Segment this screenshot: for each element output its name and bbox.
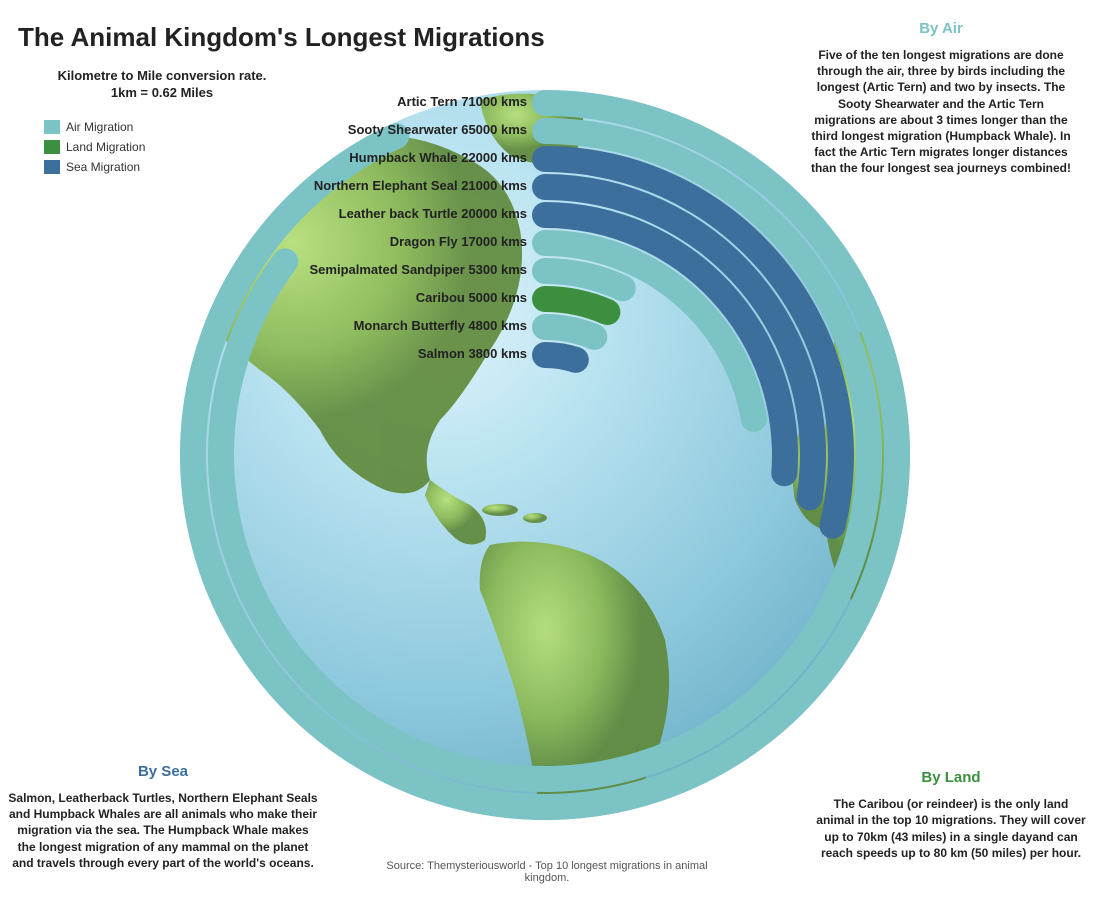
- legend-item-air: Air Migration: [44, 118, 145, 136]
- callout-sea-body: Salmon, Leatherback Turtles, Northern El…: [8, 790, 318, 871]
- callout-air-title: By Air: [806, 20, 1076, 37]
- conversion-line-1: Kilometre to Mile conversion rate.: [22, 68, 302, 85]
- radial-bar-cap-6: [532, 258, 558, 284]
- legend-swatch-land: [44, 140, 60, 154]
- radial-bar-endcap-2: [819, 513, 845, 539]
- radial-bar-cap-3: [532, 174, 558, 200]
- radial-bar-cap-5: [532, 230, 558, 256]
- legend: Air Migration Land Migration Sea Migration: [44, 118, 145, 178]
- legend-label-air: Air Migration: [66, 120, 133, 134]
- radial-bar-cap-1: [532, 118, 558, 144]
- callout-sea: By Sea Salmon, Leatherback Turtles, Nort…: [8, 763, 318, 871]
- radial-bar-endcap-0: [383, 123, 409, 149]
- radial-bar-endcap-1: [272, 248, 298, 274]
- radial-bar-endcap-3: [797, 484, 823, 510]
- callout-air-body: Five of the ten longest migrations are d…: [806, 47, 1076, 177]
- radial-bar-endcap-6: [610, 275, 636, 301]
- callout-air: By Air Five of the ten longest migration…: [806, 20, 1076, 177]
- legend-swatch-air: [44, 120, 60, 134]
- legend-item-sea: Sea Migration: [44, 158, 145, 176]
- legend-label-sea: Sea Migration: [66, 160, 140, 174]
- radial-bars-svg: [180, 90, 910, 820]
- legend-swatch-sea: [44, 160, 60, 174]
- radial-bar-cap-8: [532, 314, 558, 340]
- radial-bar-cap-7: [532, 286, 558, 312]
- radial-bar-endcap-8: [581, 324, 607, 350]
- radial-bar-endcap-4: [771, 460, 797, 486]
- radial-bar-cap-4: [532, 202, 558, 228]
- radial-bar-endcap-7: [594, 299, 620, 325]
- globe-chart: [180, 90, 910, 820]
- radial-bar-cap-0: [532, 90, 558, 116]
- callout-land-body: The Caribou (or reindeer) is the only la…: [816, 796, 1086, 861]
- legend-item-land: Land Migration: [44, 138, 145, 156]
- radial-bar-endcap-5: [741, 406, 767, 432]
- callout-land: By Land The Caribou (or reindeer) is the…: [816, 769, 1086, 861]
- legend-label-land: Land Migration: [66, 140, 145, 154]
- source-note: Source: Themysteriousworld - Top 10 long…: [377, 860, 717, 884]
- radial-bar-cap-2: [532, 146, 558, 172]
- page-title: The Animal Kingdom's Longest Migrations: [18, 22, 545, 53]
- callout-sea-title: By Sea: [8, 763, 318, 780]
- radial-bar-endcap-9: [563, 347, 589, 373]
- radial-bar-cap-9: [532, 342, 558, 368]
- callout-land-title: By Land: [816, 769, 1086, 786]
